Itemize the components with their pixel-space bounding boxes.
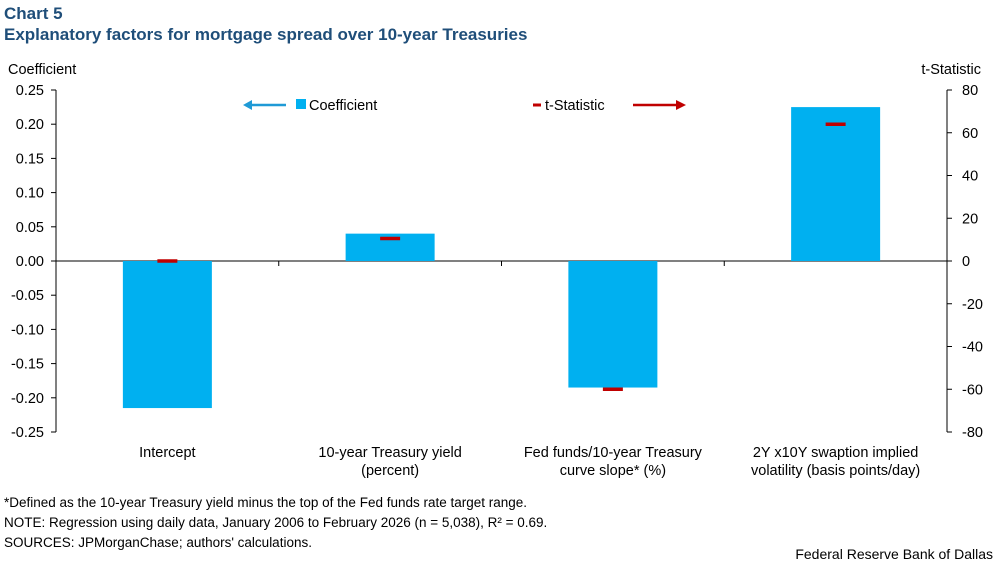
note: NOTE: Regression using daily data, Janua… — [4, 515, 548, 530]
right-axis-title: t-Statistic — [921, 62, 981, 78]
left-tick-label: 0.05 — [16, 220, 44, 236]
category-label-line: Fed funds/10-year Treasury — [524, 445, 703, 461]
left-tick-label: -0.05 — [11, 288, 44, 304]
notes: *Defined as the 10-year Treasury yield m… — [4, 493, 547, 553]
category-label: 10-year Treasury yield (percent) — [318, 445, 461, 479]
category-label: Fed funds/10-year Treasury curve slope* (… — [524, 445, 703, 479]
title-block: Chart 5 Explanatory factors for mortgage… — [4, 3, 527, 45]
left-tick-label: -0.15 — [11, 357, 44, 373]
left-tick-label: -0.20 — [11, 391, 44, 407]
right-tick-label: 0 — [962, 254, 970, 270]
left-tick-label: 0.25 — [16, 83, 44, 99]
coefficient-bars — [122, 107, 881, 409]
left-tick-label: -0.10 — [11, 322, 44, 338]
right-tick-label: -60 — [962, 382, 983, 398]
right-tick-label: -20 — [962, 297, 983, 313]
tstat-markers — [157, 122, 846, 391]
sources: SOURCES: JPMorganChase; authors' calcula… — [4, 535, 312, 550]
right-tick-label: -80 — [962, 425, 983, 441]
category-label: Intercept — [139, 445, 195, 461]
left-tick-label: 0.15 — [16, 151, 44, 167]
right-tick-label: -40 — [962, 340, 983, 356]
tstat-legend-label: t-Statistic — [545, 98, 605, 114]
footnote: *Defined as the 10-year Treasury yield m… — [4, 495, 528, 510]
coefficient-bar — [791, 107, 881, 261]
category-label-line: (percent) — [361, 463, 419, 479]
category-label-line: Intercept — [139, 445, 195, 461]
left-tick-label: 0.10 — [16, 186, 44, 202]
category-label: 2Y x10Y swaption implied volatility (basi… — [751, 445, 920, 479]
coefficient-bar — [122, 261, 212, 409]
coefficient-legend-label: Coefficient — [309, 98, 377, 114]
right-tick-label: 60 — [962, 126, 978, 142]
chart-number: Chart 5 — [4, 4, 63, 23]
credit: Federal Reserve Bank of Dallas — [795, 546, 993, 562]
coefficient-bar — [568, 261, 658, 388]
right-tick-label: 20 — [962, 211, 978, 227]
legend: Coefficient t-Statistic — [243, 98, 686, 114]
left-axis-title: Coefficient — [8, 62, 76, 78]
left-arrowhead-icon — [243, 100, 252, 110]
chart-title: Explanatory factors for mortgage spread … — [4, 25, 528, 44]
left-tick-label: 0.00 — [16, 254, 44, 270]
coefficient-legend-swatch — [296, 99, 306, 109]
category-label-line: 10-year Treasury yield — [318, 445, 461, 461]
category-label-line: curve slope* (%) — [560, 463, 666, 479]
left-tick-label: 0.20 — [16, 117, 44, 133]
left-tick-label: -0.25 — [11, 425, 44, 441]
category-label-line: volatility (basis points/day) — [751, 463, 920, 479]
right-tick-label: 80 — [962, 83, 978, 99]
right-tick-label: 40 — [962, 169, 978, 185]
category-label-line: 2Y x10Y swaption implied — [753, 445, 919, 461]
right-arrowhead-icon — [676, 100, 686, 110]
axes: Coefficient t-Statistic 0.25 0.20 0.15 0.10 0.… — [8, 62, 983, 441]
category-labels: Intercept 10-year Treasury yield (percent)… — [139, 445, 920, 479]
